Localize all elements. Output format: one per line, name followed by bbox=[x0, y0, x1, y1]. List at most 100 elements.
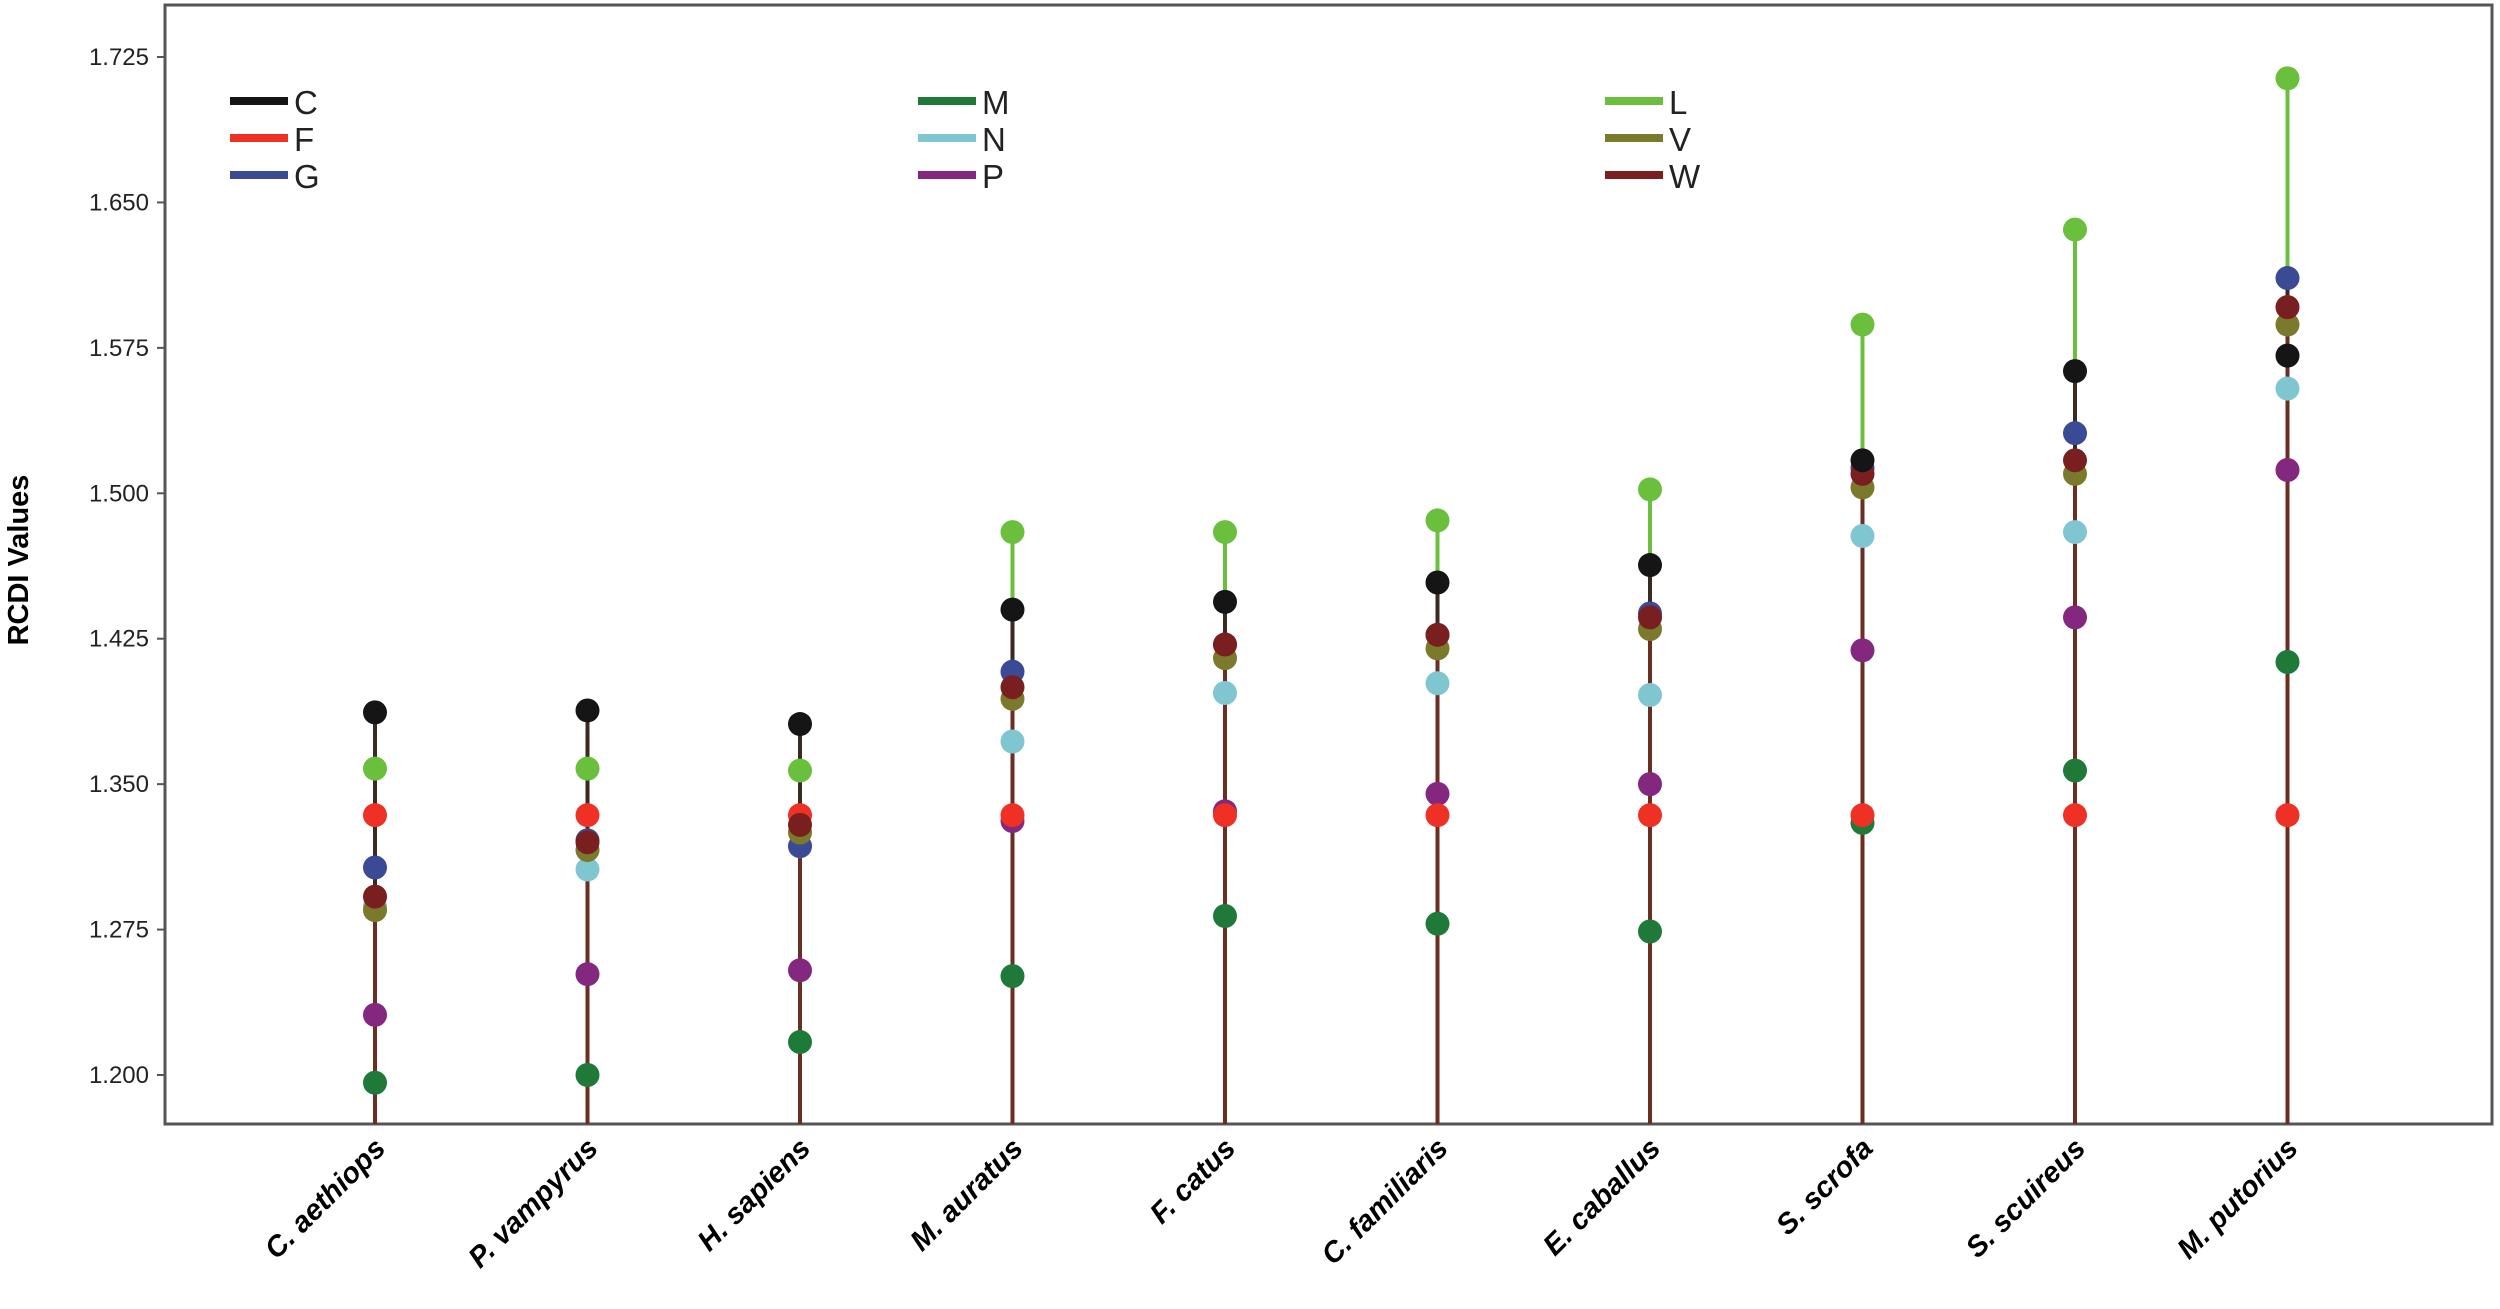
point-m bbox=[1000, 964, 1025, 989]
y-tick-label: 1.650 bbox=[89, 189, 149, 216]
point-f bbox=[363, 803, 387, 828]
x-category-label: M. putorius bbox=[2171, 1132, 2304, 1265]
legend-label: C bbox=[294, 84, 318, 121]
x-category-label: S. scuireus bbox=[1960, 1132, 2092, 1264]
y-tick-label: 1.500 bbox=[89, 480, 149, 507]
point-l bbox=[1425, 508, 1450, 533]
point-l bbox=[2063, 217, 2087, 242]
point-p bbox=[2275, 458, 2300, 483]
legend: CFG MNP LVW bbox=[230, 84, 1701, 195]
point-v bbox=[2275, 312, 2300, 337]
y-axis-title: RCDI Values bbox=[3, 475, 35, 646]
point-c bbox=[788, 712, 812, 737]
point-m bbox=[1638, 919, 1662, 944]
y-tick-label: 1.575 bbox=[89, 335, 149, 362]
x-category-label: E. caballus bbox=[1537, 1132, 1667, 1262]
point-m bbox=[363, 1070, 387, 1095]
point-n bbox=[2063, 520, 2087, 545]
point-p bbox=[788, 958, 812, 983]
legend-label: V bbox=[1669, 121, 1691, 158]
x-category-label: S. scrofa bbox=[1770, 1132, 1879, 1241]
point-w bbox=[575, 830, 600, 855]
point-m bbox=[2063, 758, 2087, 783]
point-l bbox=[575, 756, 600, 781]
point-w bbox=[1638, 605, 1662, 630]
point-l bbox=[1000, 520, 1025, 545]
point-c bbox=[1000, 597, 1025, 622]
point-f bbox=[1425, 803, 1450, 828]
legend-label: G bbox=[294, 158, 320, 195]
y-tick-label: 1.425 bbox=[89, 626, 149, 653]
point-c bbox=[1638, 553, 1662, 578]
point-c bbox=[363, 700, 387, 725]
point-f bbox=[575, 803, 600, 828]
point-f bbox=[1213, 803, 1237, 828]
x-axis-labels: C. aethiops P. vampyrus H. sapiens M. aurat… bbox=[259, 1132, 2305, 1274]
x-category-label: M. auratus bbox=[904, 1132, 1029, 1257]
x-category-label: P. vampyrus bbox=[463, 1132, 605, 1274]
point-c bbox=[1850, 448, 1875, 473]
point-l bbox=[1850, 312, 1875, 337]
point-c bbox=[1213, 589, 1237, 614]
point-c bbox=[2063, 359, 2087, 384]
point-n bbox=[1000, 729, 1025, 754]
y-tick-label: 1.350 bbox=[89, 771, 149, 798]
x-category-label: F. catus bbox=[1144, 1132, 1242, 1230]
x-category-label: C. aethiops bbox=[259, 1132, 392, 1265]
point-l bbox=[2275, 66, 2300, 91]
y-tick-label: 1.275 bbox=[89, 917, 149, 944]
legend-label: P bbox=[982, 158, 1004, 195]
point-w bbox=[1213, 632, 1237, 657]
point-f bbox=[1000, 803, 1025, 828]
point-w bbox=[1425, 622, 1450, 647]
point-n bbox=[2275, 376, 2300, 401]
point-p bbox=[575, 962, 600, 987]
legend-label: W bbox=[1669, 158, 1701, 195]
y-tick-label: 1.200 bbox=[89, 1062, 149, 1089]
legend-label: L bbox=[1669, 84, 1687, 121]
point-p bbox=[1425, 781, 1450, 806]
x-category-label: C. familiaris bbox=[1316, 1132, 1455, 1271]
point-m bbox=[575, 1063, 600, 1087]
legend-label: N bbox=[982, 121, 1006, 158]
point-n bbox=[1213, 681, 1237, 706]
point-w bbox=[788, 812, 812, 837]
point-m bbox=[788, 1030, 812, 1055]
point-w bbox=[363, 884, 387, 909]
point-f bbox=[1638, 803, 1662, 828]
point-l bbox=[1213, 520, 1237, 545]
point-n bbox=[1850, 523, 1875, 548]
point-p bbox=[363, 1002, 387, 1027]
point-w bbox=[2275, 295, 2300, 320]
point-g bbox=[2063, 421, 2087, 446]
x-category-label: H. sapiens bbox=[692, 1132, 817, 1257]
point-l bbox=[788, 758, 812, 783]
point-f bbox=[1850, 803, 1875, 828]
point-w bbox=[1000, 675, 1025, 700]
point-w bbox=[2063, 448, 2087, 473]
point-p bbox=[1850, 638, 1875, 663]
plot-frame bbox=[163, 3, 2494, 1126]
y-tick-label: 1.725 bbox=[89, 44, 149, 71]
y-axis-ticks: 1.200 1.275 1.350 1.425 1.500 1.575 1.650 1.725 bbox=[89, 44, 165, 1089]
point-g bbox=[363, 855, 387, 880]
point-l bbox=[363, 756, 387, 781]
point-c bbox=[2275, 343, 2300, 368]
legend-label: F bbox=[294, 121, 314, 158]
point-l bbox=[1638, 477, 1662, 502]
point-m bbox=[1213, 903, 1237, 928]
point-f bbox=[2275, 803, 2300, 828]
point-p bbox=[1638, 772, 1662, 797]
point-c bbox=[1425, 570, 1450, 595]
point-f bbox=[2063, 803, 2087, 828]
point-n bbox=[575, 857, 600, 882]
point-p bbox=[2063, 605, 2087, 630]
data-points bbox=[363, 66, 2300, 1095]
point-g bbox=[2275, 266, 2300, 291]
legend-label: M bbox=[982, 84, 1010, 121]
point-m bbox=[2275, 649, 2300, 674]
point-c bbox=[575, 698, 600, 723]
point-n bbox=[1425, 671, 1450, 696]
point-n bbox=[1638, 682, 1662, 707]
